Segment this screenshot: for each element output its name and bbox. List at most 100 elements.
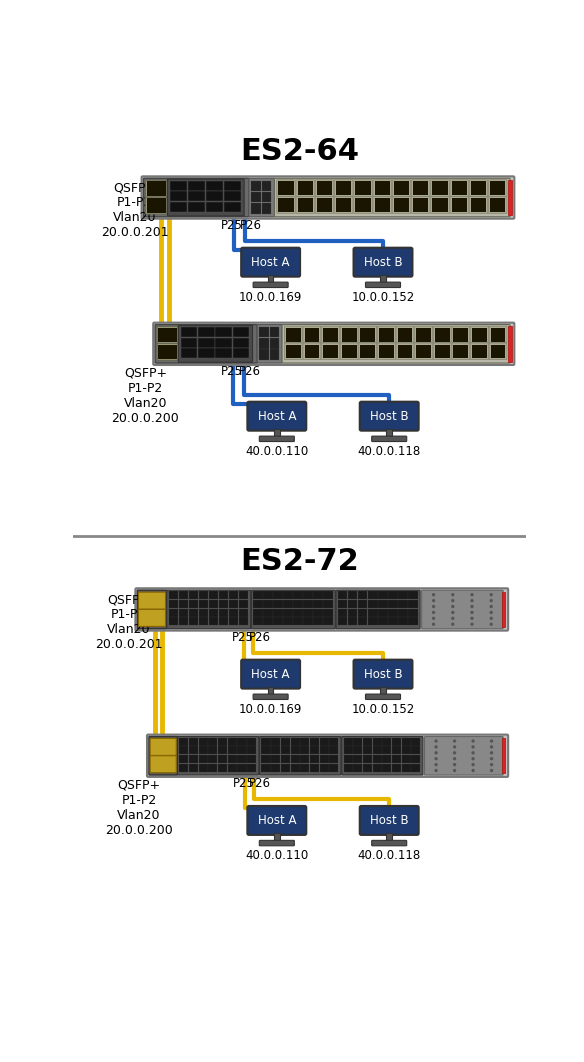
Bar [233, 327, 249, 337]
FancyBboxPatch shape [284, 326, 302, 343]
Text: 10.0.0.152: 10.0.0.152 [352, 703, 415, 716]
Bar [215, 348, 232, 359]
Bar [413, 199, 429, 212]
Bar [262, 192, 272, 203]
Bar [398, 617, 408, 626]
FancyBboxPatch shape [322, 326, 339, 343]
Bar [383, 738, 391, 746]
Bar [179, 764, 189, 772]
Bar [187, 181, 205, 190]
Bar [336, 182, 352, 195]
Bar [274, 834, 280, 841]
Bar [247, 738, 256, 746]
Text: Host A: Host A [258, 410, 296, 423]
Bar [343, 755, 353, 763]
Bar [353, 738, 362, 746]
Bar [218, 764, 227, 772]
Bar [353, 747, 362, 754]
Bar [298, 199, 313, 212]
Bar [229, 617, 238, 626]
Circle shape [432, 605, 435, 609]
Bar [355, 182, 371, 195]
FancyBboxPatch shape [340, 326, 358, 343]
Bar [411, 738, 420, 746]
Bar [262, 738, 270, 746]
Bar [180, 327, 197, 337]
Bar [271, 747, 280, 754]
FancyBboxPatch shape [147, 735, 508, 777]
Bar [378, 617, 388, 626]
Bar [348, 600, 357, 609]
Bar [319, 747, 329, 754]
Bar [238, 764, 246, 772]
FancyBboxPatch shape [303, 326, 321, 343]
Text: QSFP+
P1-P2
Vlan20
20.0.0.201: QSFP+ P1-P2 Vlan20 20.0.0.201 [101, 182, 169, 239]
FancyBboxPatch shape [138, 610, 165, 627]
Text: 10.0.0.169: 10.0.0.169 [239, 703, 303, 716]
Bar [378, 592, 388, 599]
Circle shape [489, 622, 493, 626]
Bar [398, 609, 408, 617]
FancyBboxPatch shape [342, 737, 423, 775]
Bar [263, 592, 273, 599]
Circle shape [471, 751, 475, 754]
Bar [286, 328, 301, 342]
Bar [259, 349, 269, 360]
Bar [388, 592, 398, 599]
Bar [189, 609, 198, 617]
FancyBboxPatch shape [277, 196, 296, 213]
Bar [283, 617, 293, 626]
Bar [268, 687, 273, 695]
Bar [329, 738, 338, 746]
Bar [233, 338, 249, 347]
Circle shape [453, 763, 456, 767]
FancyBboxPatch shape [259, 737, 341, 775]
Bar [169, 600, 178, 609]
Text: Host A: Host A [251, 668, 290, 681]
FancyBboxPatch shape [257, 325, 282, 363]
Bar [413, 182, 429, 195]
Bar [342, 344, 356, 359]
Bar [378, 609, 388, 617]
Bar [383, 755, 391, 763]
Bar [453, 328, 468, 342]
FancyBboxPatch shape [157, 343, 178, 360]
FancyBboxPatch shape [274, 178, 510, 217]
Bar [363, 738, 372, 746]
Bar [251, 203, 261, 213]
Bar [206, 181, 223, 190]
Bar [253, 617, 263, 626]
FancyBboxPatch shape [150, 738, 176, 755]
Bar [208, 600, 218, 609]
FancyBboxPatch shape [433, 343, 451, 360]
FancyBboxPatch shape [284, 343, 302, 360]
Text: ES2-64: ES2-64 [240, 137, 359, 166]
FancyBboxPatch shape [145, 198, 167, 215]
FancyBboxPatch shape [249, 178, 274, 217]
Bar [471, 182, 486, 195]
FancyBboxPatch shape [259, 436, 294, 442]
FancyBboxPatch shape [359, 343, 377, 360]
Circle shape [490, 757, 493, 760]
Bar [283, 600, 293, 609]
Bar [189, 755, 198, 763]
Bar [218, 755, 227, 763]
FancyBboxPatch shape [253, 282, 288, 288]
Bar [408, 609, 418, 617]
Bar [238, 738, 246, 746]
Bar [343, 738, 353, 746]
Bar [402, 755, 411, 763]
Bar [378, 600, 388, 609]
Bar [374, 199, 390, 212]
FancyBboxPatch shape [153, 323, 515, 365]
Circle shape [489, 611, 493, 614]
Bar [189, 592, 198, 599]
Bar [273, 600, 283, 609]
Bar [368, 600, 377, 609]
Bar [218, 617, 228, 626]
Bar [348, 592, 357, 599]
FancyBboxPatch shape [282, 325, 510, 363]
FancyBboxPatch shape [340, 343, 358, 360]
Bar [348, 617, 357, 626]
Bar [490, 199, 505, 212]
